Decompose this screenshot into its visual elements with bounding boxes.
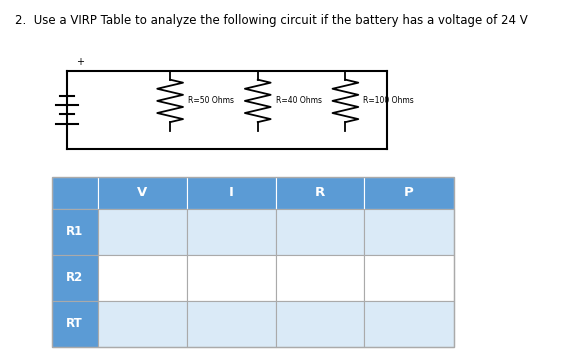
Bar: [365, 209, 454, 255]
Bar: [187, 177, 275, 209]
Bar: [52, 177, 454, 347]
Text: R=40 Ohms: R=40 Ohms: [276, 96, 322, 105]
Text: +: +: [76, 57, 84, 67]
Bar: [52, 255, 98, 301]
Bar: [52, 301, 98, 347]
Text: R2: R2: [66, 272, 83, 284]
Text: V: V: [137, 187, 147, 199]
Bar: [275, 209, 365, 255]
Bar: [275, 177, 365, 209]
Text: R1: R1: [66, 225, 83, 238]
Bar: [98, 209, 187, 255]
Bar: [187, 255, 275, 301]
Text: 2.  Use a VIRP Table to analyze the following circuit if the battery has a volta: 2. Use a VIRP Table to analyze the follo…: [15, 14, 528, 27]
Text: R=100 Ohms: R=100 Ohms: [363, 96, 414, 105]
Text: R=50 Ohms: R=50 Ohms: [188, 96, 234, 105]
Bar: [365, 301, 454, 347]
Bar: [52, 209, 98, 255]
Bar: [365, 177, 454, 209]
Bar: [187, 209, 275, 255]
Bar: [52, 177, 98, 209]
Bar: [187, 301, 275, 347]
Text: RT: RT: [66, 318, 83, 330]
Bar: [275, 301, 365, 347]
Bar: [98, 301, 187, 347]
Bar: [98, 255, 187, 301]
Bar: [365, 255, 454, 301]
Text: R: R: [315, 187, 325, 199]
Text: P: P: [404, 187, 414, 199]
Bar: [98, 177, 187, 209]
Text: I: I: [229, 187, 234, 199]
Bar: [275, 255, 365, 301]
